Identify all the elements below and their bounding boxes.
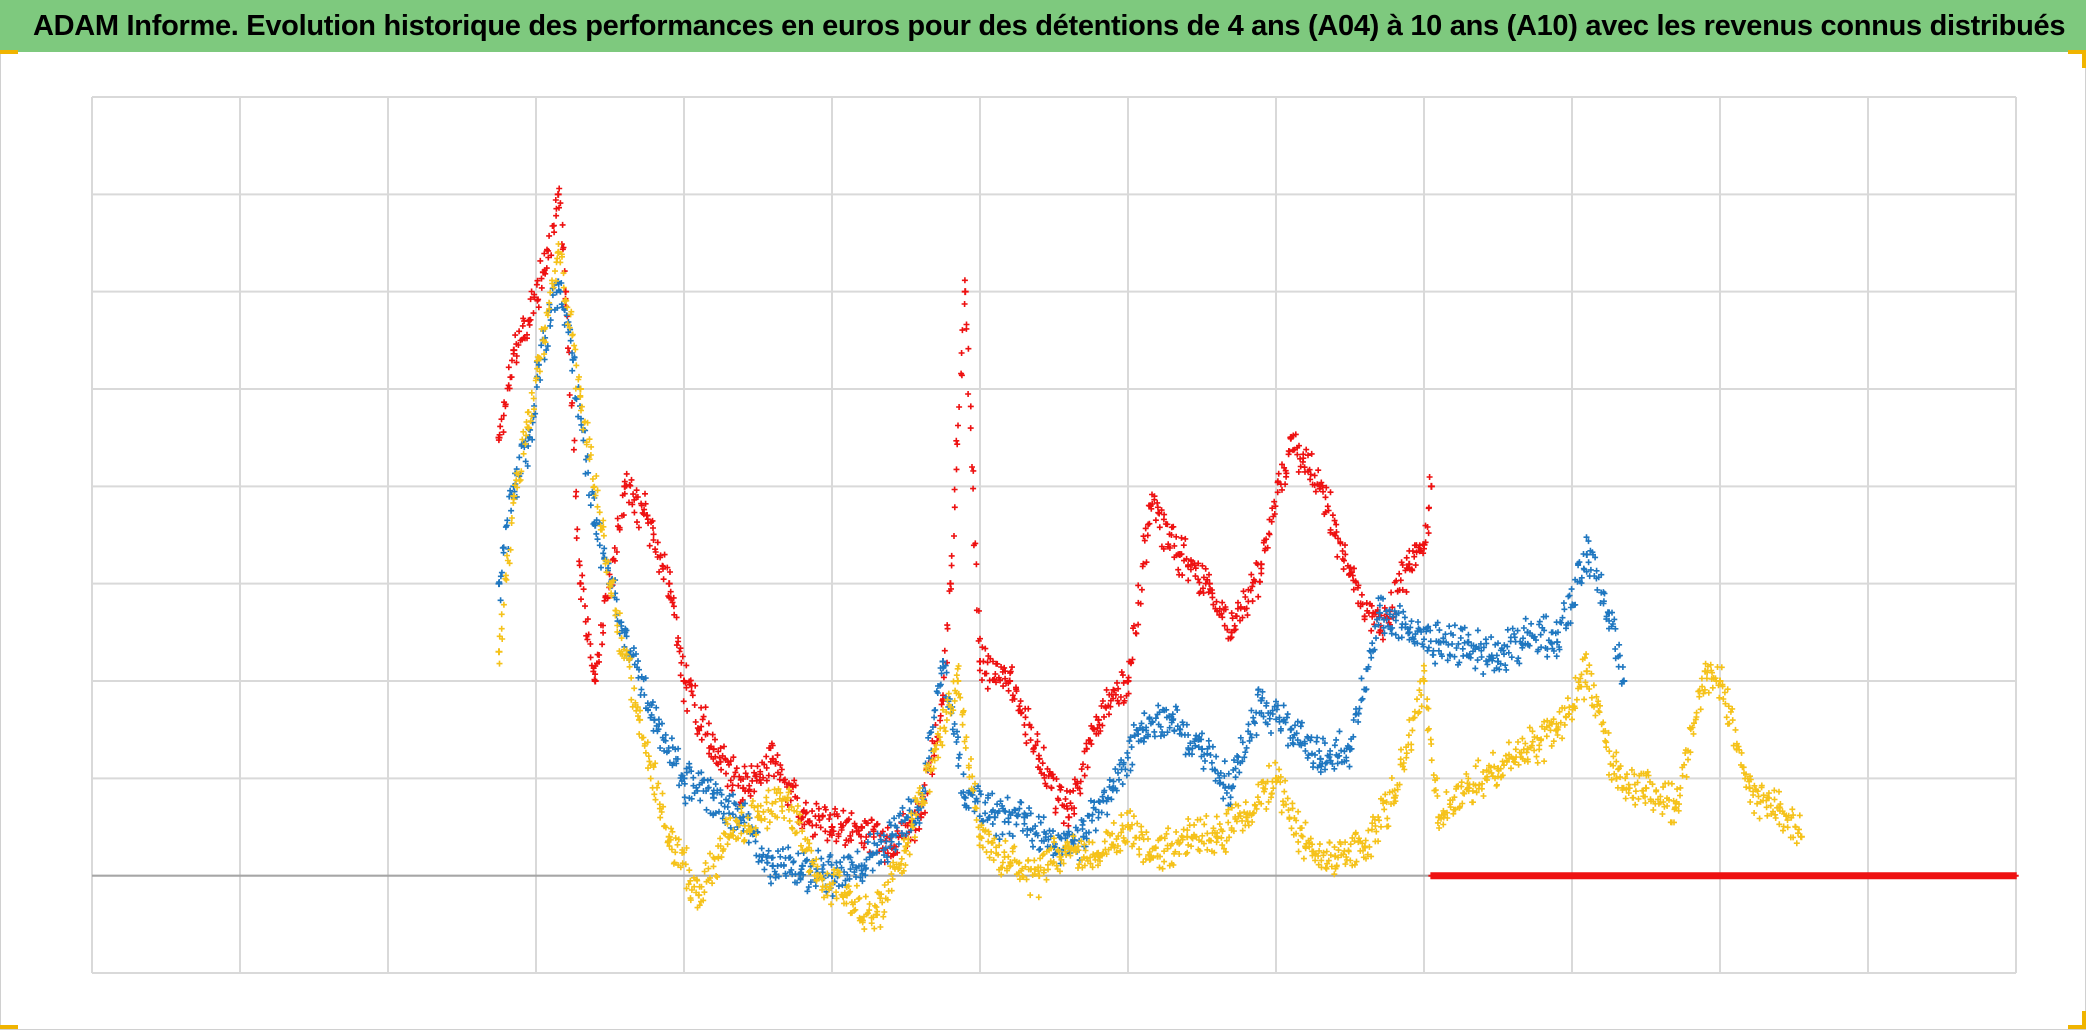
corner-mark-bottom-left	[0, 1025, 18, 1029]
series-0-cloud	[495, 185, 1433, 866]
data-point-0-17	[828, 823, 836, 831]
corner-mark-bottom-right	[2068, 1025, 2086, 1029]
corner-mark-top-right	[2068, 50, 2086, 54]
corner-mark-bottom-right-side	[2082, 1011, 2086, 1029]
data-point-0-27	[1065, 813, 1073, 821]
series-0	[495, 185, 1435, 866]
data-point-0-4	[554, 190, 562, 198]
data-point-1-34	[1405, 628, 1413, 636]
series-1	[495, 278, 1628, 899]
title-bar: ADAM Informe. Evolution historique des p…	[0, 0, 2086, 52]
data-point-2-21	[1035, 872, 1043, 880]
data-point-1-39	[1553, 638, 1561, 646]
data-point-1-31	[1316, 755, 1324, 763]
flat-segment-layer	[1428, 872, 2019, 880]
corner-mark-top-right-side	[2082, 50, 2086, 68]
series-2-cloud	[496, 241, 1804, 933]
data-point-0-11	[665, 580, 673, 588]
series-2	[495, 241, 1805, 933]
data-point-1-18	[939, 658, 947, 666]
corner-mark-top-left	[0, 50, 18, 54]
data-point-0-41	[1427, 482, 1435, 490]
data-point-0-23	[961, 288, 969, 296]
series-layer	[495, 185, 1805, 933]
data-point-1-13	[798, 862, 806, 870]
data-point-1-27	[1198, 745, 1206, 753]
data-point-1-19	[961, 794, 969, 802]
chart-title: ADAM Informe. Evolution historique des p…	[33, 9, 2066, 42]
data-point-2-0	[495, 648, 503, 656]
data-point-2-41	[1612, 774, 1620, 782]
data-point-2-40	[1583, 667, 1591, 675]
series-0-flat-segment	[1428, 872, 2019, 880]
data-point-1-10	[710, 794, 718, 802]
data-point-2-46	[1746, 784, 1754, 792]
data-point-2-7	[636, 716, 644, 724]
